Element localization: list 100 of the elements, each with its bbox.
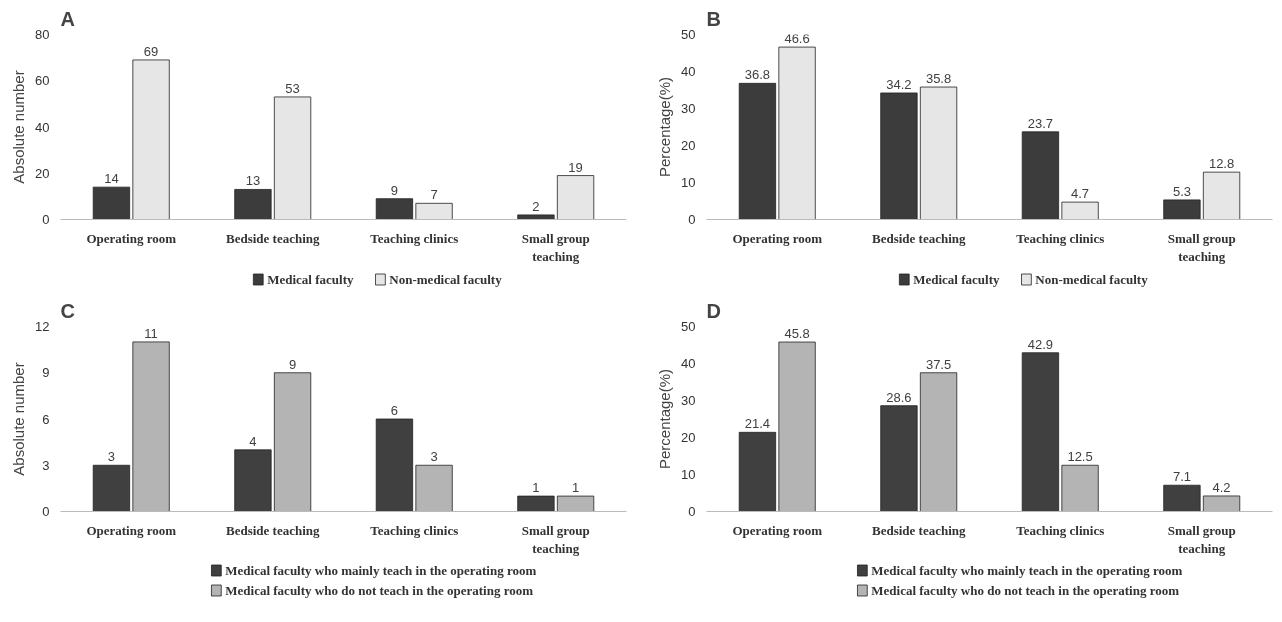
bar (375, 198, 414, 220)
data-label: 9 (390, 182, 399, 198)
x-tick-label: Teaching clinics (370, 522, 459, 538)
data-label: 12.5 (1067, 449, 1093, 465)
data-label: 7 (430, 187, 438, 203)
y-tick-label: 20 (681, 138, 696, 153)
legend-label: Medical faculty (913, 272, 1000, 287)
data-label: 7.1 (1172, 469, 1191, 485)
y-tick-label: 10 (681, 175, 696, 190)
x-tick-label: Small group teaching (1167, 230, 1236, 264)
data-label: 14 (104, 171, 119, 187)
data-label: 4 (249, 433, 257, 449)
y-tick-label: 9 (42, 365, 50, 381)
bar (415, 202, 453, 220)
data-label: 21.4 (744, 416, 771, 432)
x-tick-label: Operating room (732, 522, 823, 538)
data-label: 34.2 (886, 76, 912, 92)
y-tick-label: 30 (681, 101, 696, 116)
x-tick-label: Small group teaching (1167, 522, 1236, 556)
y-tick-label: 50 (681, 319, 696, 334)
data-label: 1 (532, 480, 540, 496)
x-tick-label: Small group teaching (521, 522, 590, 556)
bar (375, 418, 414, 512)
y-tick-label: 0 (688, 212, 696, 227)
y-tick-label: 0 (42, 504, 50, 519)
y-tick-label: 40 (681, 64, 696, 79)
bar (234, 189, 272, 220)
bar (517, 495, 555, 512)
data-label: 11 (144, 325, 158, 341)
data-label: 69 (143, 43, 159, 59)
y-tick-label: 60 (35, 73, 50, 89)
bar (880, 92, 918, 220)
bar (1021, 131, 1060, 220)
bar (1202, 171, 1241, 220)
data-label: 9 (288, 356, 297, 372)
bar (1021, 352, 1060, 512)
y-axis-title: Percentage(%) (656, 368, 674, 470)
y-tick-label: 0 (42, 212, 50, 227)
chart-title: C (60, 299, 75, 322)
bar (517, 214, 555, 220)
x-tick-label: Operating room (86, 522, 177, 538)
x-tick-label: Operating room (86, 230, 177, 246)
legend-label: Medical faculty who mainly teach in the operating room (871, 563, 1183, 578)
bar (1163, 484, 1201, 512)
data-label: 4.7 (1071, 186, 1090, 202)
bar (132, 59, 170, 220)
y-axis-title: Percentage(%) (656, 76, 674, 178)
data-label: 6 (390, 403, 399, 418)
data-label: 37.5 (925, 356, 952, 372)
data-label: 19 (568, 159, 583, 175)
data-label: 5.3 (1172, 183, 1191, 199)
legend-label: Medical faculty who do not teach in the operating room (225, 583, 534, 598)
x-tick-label: Teaching clinics (1016, 522, 1105, 538)
y-axis-title: Absolute number (10, 70, 28, 184)
data-label: 46.6 (784, 31, 810, 47)
legend-label: Medical faculty who do not teach in the operating room (871, 583, 1180, 598)
chart-title: A (60, 7, 75, 30)
y-tick-label: 20 (681, 430, 696, 445)
data-label: 4.2 (1212, 479, 1231, 495)
bar (880, 405, 918, 512)
bar (778, 46, 816, 220)
y-tick-label: 6 (42, 411, 50, 427)
bar (738, 431, 777, 512)
x-tick-label: Teaching clinics (370, 230, 459, 246)
x-tick-label: Operating room (732, 230, 823, 246)
bar (1163, 199, 1201, 220)
bar (234, 449, 272, 512)
chart-title: B (706, 7, 721, 30)
data-label: 1 (571, 480, 580, 496)
data-label: 36.8 (744, 67, 771, 83)
data-label: 12.8 (1208, 156, 1235, 172)
legend-label: Non-medical faculty (1035, 272, 1149, 287)
data-label: 42.9 (1027, 336, 1054, 352)
legend-label: Medical faculty (267, 272, 354, 287)
y-axis-title: Absolute number (10, 362, 28, 476)
data-label: 35.8 (925, 71, 952, 87)
x-tick-label: Small group teaching (521, 230, 590, 264)
data-label: 3 (107, 449, 116, 465)
y-tick-label: 80 (35, 27, 50, 42)
data-label: 28.6 (886, 389, 912, 405)
x-tick-label: Bedside teaching (871, 230, 967, 246)
x-tick-label: Bedside teaching (225, 522, 321, 538)
y-tick-label: 10 (681, 467, 696, 482)
data-label: 2 (532, 198, 540, 214)
bar (919, 86, 958, 220)
y-tick-label: 40 (681, 356, 696, 371)
bar (92, 186, 131, 220)
data-label: 53 (285, 80, 300, 96)
y-tick-label: 30 (681, 393, 696, 408)
bar (92, 464, 131, 512)
bar (738, 82, 777, 220)
y-tick-label: 40 (35, 119, 50, 135)
data-label: 3 (430, 449, 438, 465)
bar (273, 96, 312, 220)
legend-label: Medical faculty who mainly teach in the operating room (225, 563, 537, 578)
y-tick-label: 20 (35, 165, 50, 181)
data-label: 13 (245, 173, 261, 189)
x-tick-label: Bedside teaching (225, 230, 321, 246)
bar (1061, 201, 1099, 220)
x-tick-label: Bedside teaching (871, 522, 967, 538)
